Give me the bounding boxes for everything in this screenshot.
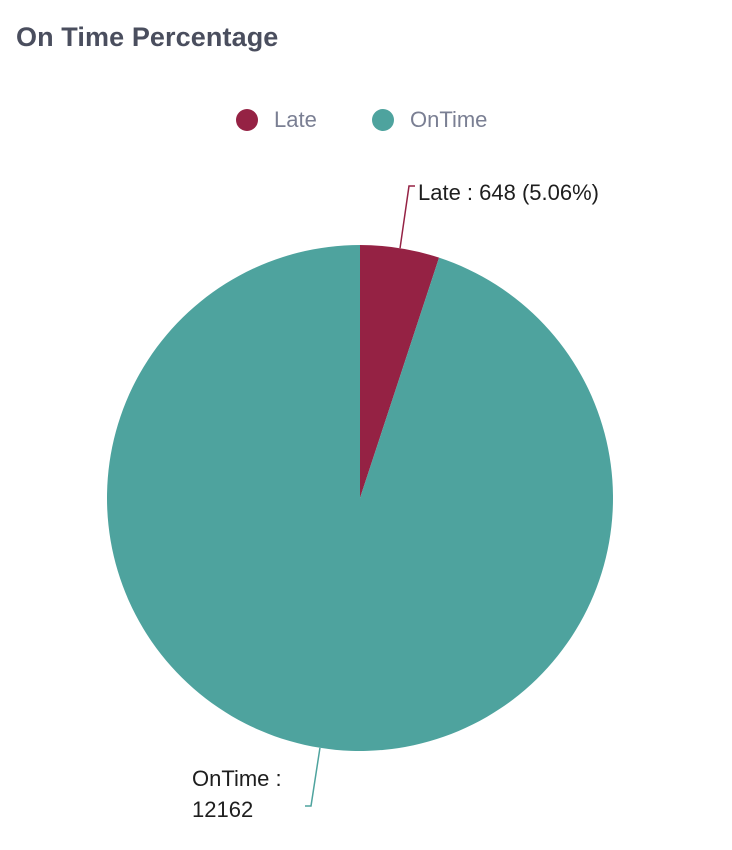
- legend-label-late: Late: [274, 107, 317, 132]
- legend-item-late[interactable]: Late: [236, 105, 317, 135]
- slice-label-late: Late : 648 (5.06%): [418, 180, 599, 205]
- pie-slices: [106, 245, 614, 752]
- legend-label-ontime: OnTime: [410, 107, 488, 132]
- slice-label-ontime-line1: OnTime :: [192, 766, 282, 791]
- pie-slice-late[interactable]: [360, 245, 440, 498]
- chart-title: On Time Percentage: [16, 22, 279, 52]
- legend: Late OnTime: [0, 105, 732, 135]
- connector-late: [399, 185, 415, 249]
- slice-labels: Late : 648 (5.06%) OnTime : 12162: [192, 180, 599, 822]
- legend-dot-ontime: [372, 109, 394, 131]
- slice-label-ontime-line2: 12162: [192, 797, 253, 822]
- legend-item-ontime[interactable]: OnTime: [372, 105, 487, 135]
- connector-ontime: [305, 747, 321, 807]
- legend-dot-late: [236, 109, 258, 131]
- pie-slice-ontime[interactable]: [106, 245, 614, 752]
- label-connectors: [305, 185, 415, 807]
